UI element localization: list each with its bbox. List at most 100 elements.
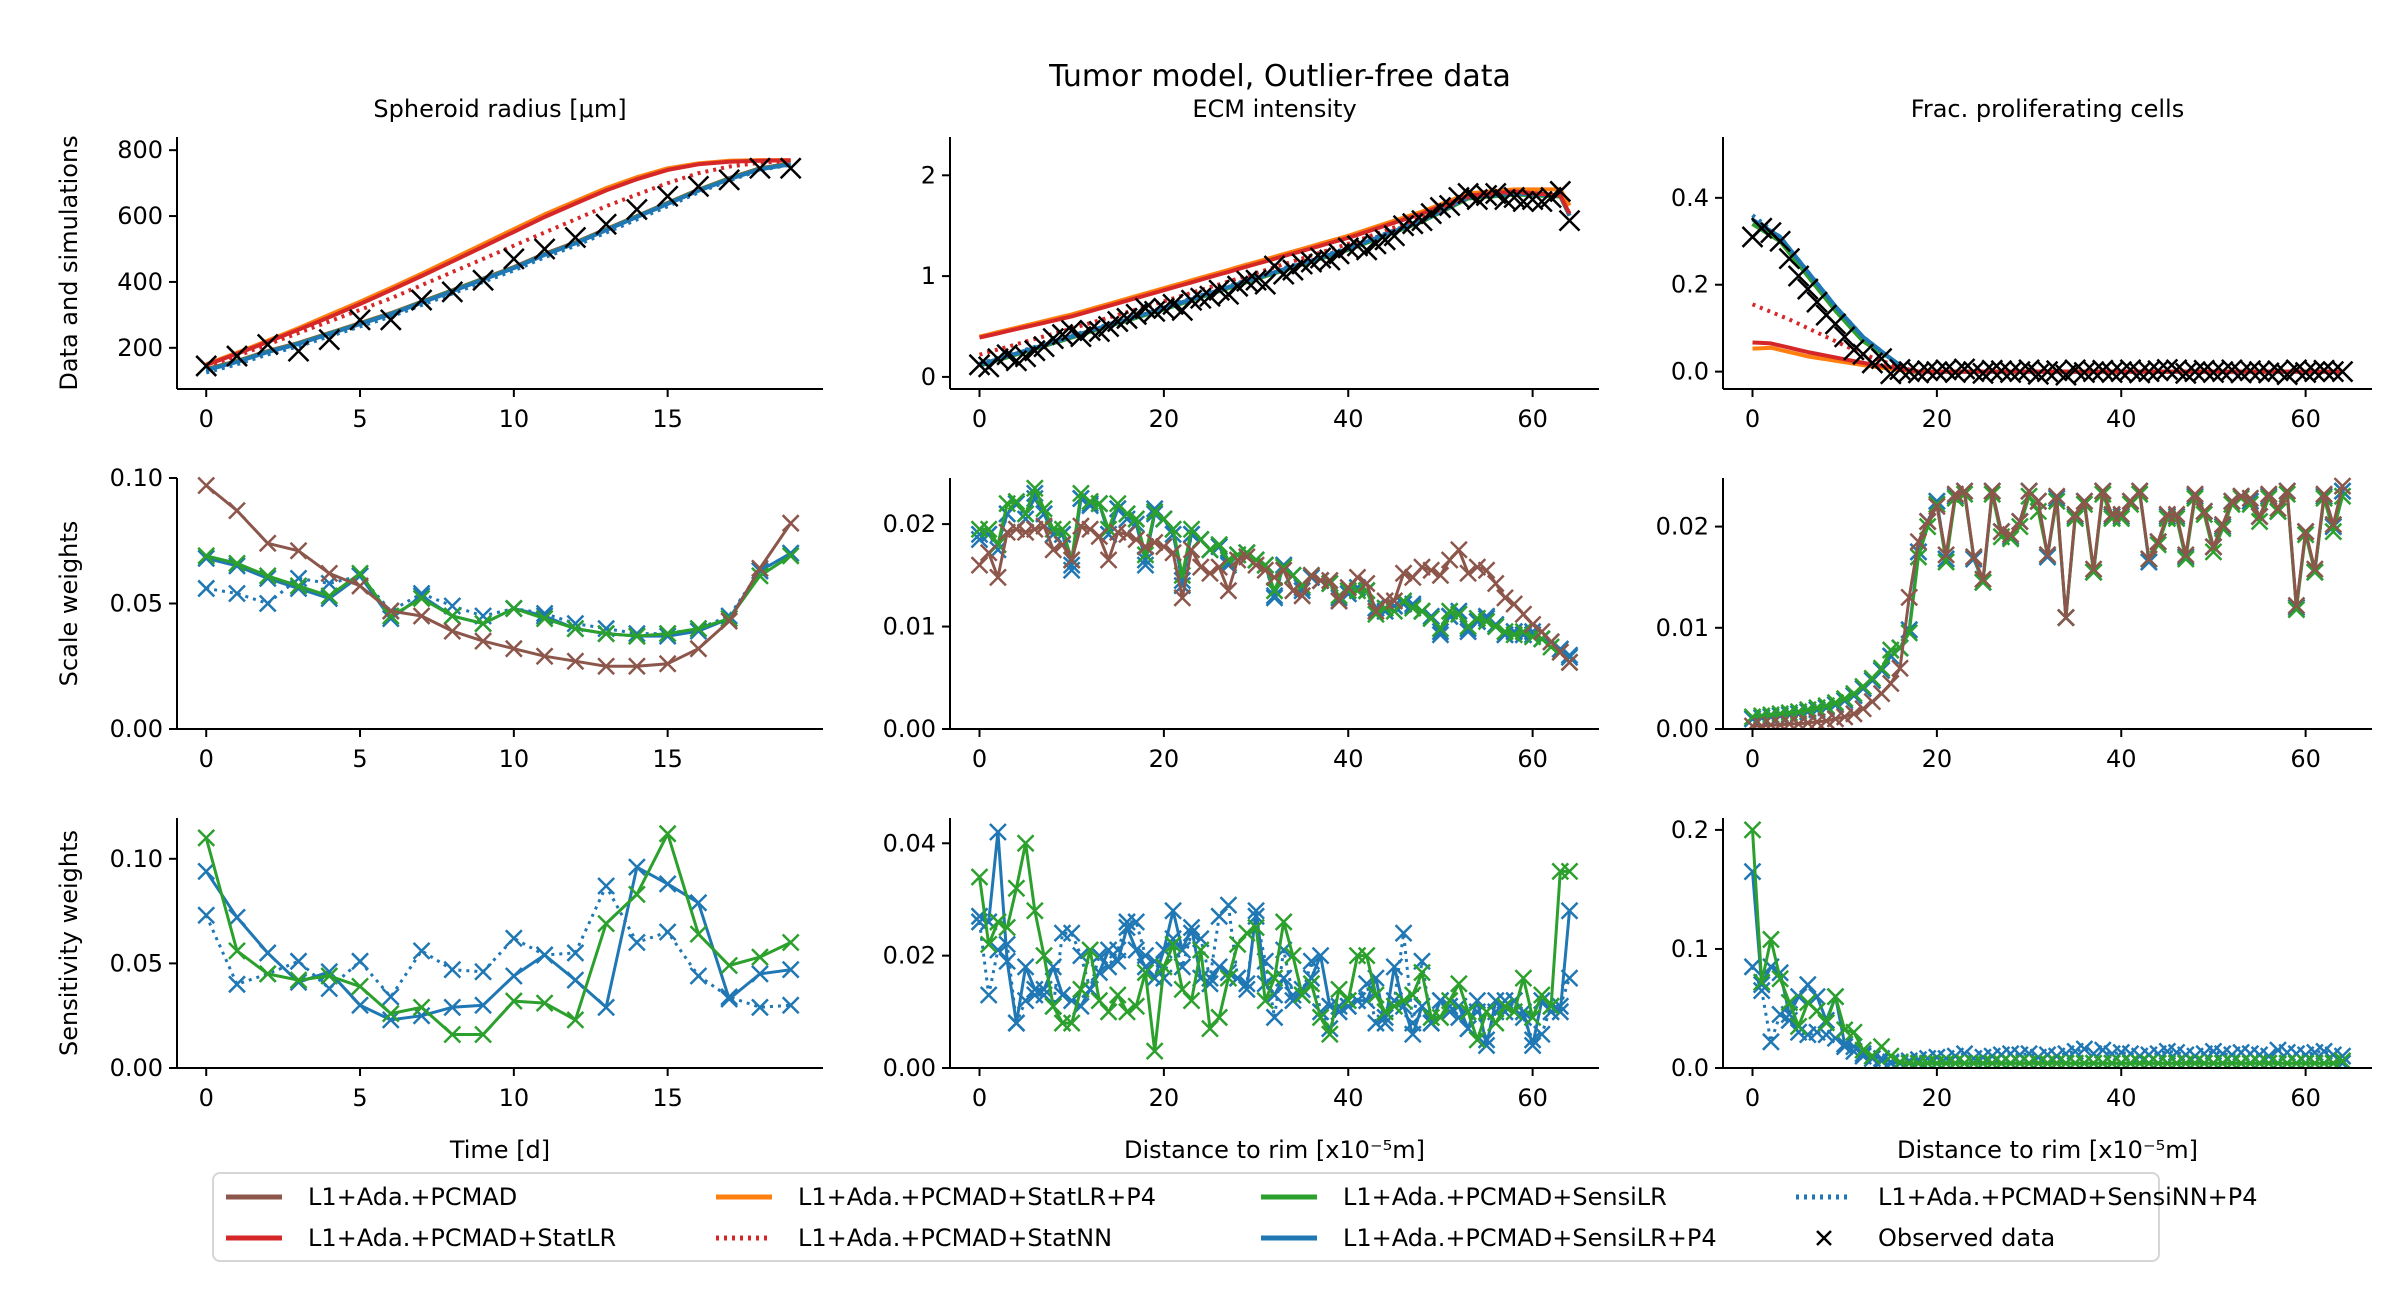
x-tick-label: 10: [499, 745, 530, 773]
data-point-marker: [228, 584, 246, 603]
data-point-marker: [751, 567, 769, 585]
data-point-marker: [412, 998, 431, 1017]
data-point-marker: [1752, 981, 1771, 1000]
data-point-marker: [1927, 495, 1946, 514]
data-point-marker: [1007, 492, 1026, 511]
data-point-marker: [1256, 561, 1275, 580]
series-line: [205, 158, 791, 367]
data-point-marker: [1284, 581, 1302, 600]
data-point-marker: [1044, 997, 1063, 1016]
observed-data-marker: [1457, 182, 1479, 205]
observed-data-marker: [1291, 253, 1314, 275]
x-tick-label: 40: [1333, 1084, 1364, 1112]
observed-data-marker: [2303, 360, 2326, 383]
y-tick-label: 200: [117, 334, 163, 362]
data-point-marker: [289, 952, 308, 971]
data-point-marker: [1413, 963, 1431, 982]
panel-r3c1: Sensitivity weights Time [d] 0.00 0.05 0.10 0…: [55, 818, 823, 1164]
series-group: [1741, 213, 2354, 386]
data-point-marker: [1053, 520, 1072, 539]
data-point-marker: [998, 952, 1017, 971]
data-point-marker: [1881, 1047, 1900, 1065]
data-point-marker: [1468, 1031, 1487, 1049]
series-group: [970, 479, 1579, 672]
x-tick-label: 40: [2106, 1084, 2137, 1112]
data-point-marker: [979, 935, 998, 954]
line-swatch-icon: [1259, 1182, 1319, 1212]
data-point-marker: [1016, 834, 1035, 853]
observed-data-marker: [2174, 362, 2197, 385]
x-tick-label: 0: [199, 405, 214, 433]
y-axis-label: Scale weights: [55, 521, 83, 687]
data-point-marker: [1964, 548, 1983, 566]
observed-data-marker: [2294, 361, 2317, 384]
data-point-marker: [1164, 520, 1182, 539]
data-point-marker: [1514, 969, 1533, 987]
data-point-marker: [1274, 561, 1293, 580]
data-point-marker: [658, 627, 677, 646]
data-point-marker: [1845, 1023, 1863, 1042]
data-point-marker: [1449, 605, 1468, 624]
data-point-marker: [1385, 592, 1404, 610]
data-point-marker: [381, 987, 400, 1006]
data-point-marker: [1219, 896, 1238, 914]
observed-data-marker: [2239, 359, 2262, 382]
data-point-marker: [535, 946, 554, 964]
observed-data-marker: [1318, 249, 1341, 271]
observed-data-marker: [996, 343, 1019, 366]
observed-data-marker: [2128, 362, 2151, 384]
observed-data-marker: [1060, 319, 1083, 342]
data-point-marker: [1237, 924, 1256, 943]
data-point-marker: [2296, 522, 2315, 541]
data-point-marker: [658, 624, 677, 643]
data-point-marker: [597, 877, 616, 895]
data-point-marker: [2204, 537, 2223, 556]
panel-title: ECM intensity: [1192, 95, 1356, 123]
x-tick-label: 60: [2290, 405, 2321, 433]
data-point-marker: [1099, 551, 1118, 569]
data-point-marker: [504, 639, 523, 658]
series-line: [205, 484, 792, 668]
data-point-marker: [2130, 482, 2149, 501]
data-point-marker: [1752, 975, 1771, 994]
observed-data-marker: [1889, 358, 1911, 381]
legend-item: Observed data: [1794, 1223, 2055, 1253]
observed-data-marker: [1549, 180, 1572, 203]
observed-data-marker: [2257, 362, 2280, 384]
observed-data-marker: [1540, 186, 1562, 209]
data-point-marker: [1127, 510, 1146, 528]
data-point-marker: [381, 602, 400, 620]
data-point-marker: [1007, 1014, 1026, 1032]
data-point-marker: [1983, 482, 2002, 501]
data-point-marker: [2259, 1047, 2278, 1065]
data-point-marker: [2305, 563, 2324, 582]
data-point-marker: [1891, 659, 1909, 678]
data-point-marker: [1440, 991, 1459, 1010]
observed-data-marker: [2211, 360, 2234, 383]
panel-r2c2: 0.00 0.01 0.02 0 20 40 60: [883, 478, 1599, 773]
data-point-marker: [474, 1025, 492, 1044]
data-point-marker: [228, 975, 246, 994]
data-point-marker: [1367, 986, 1385, 1004]
observed-data-marker: [1907, 362, 1930, 384]
data-point-marker: [1477, 1002, 1496, 1021]
data-point-marker: [1798, 975, 1817, 994]
data-point-marker: [1228, 969, 1247, 987]
data-point-marker: [658, 923, 677, 941]
data-point-marker: [1357, 574, 1376, 593]
series-group: [197, 824, 800, 1044]
data-point-marker: [1422, 561, 1441, 580]
legend-item: L1+Ada.+PCMAD+SensiLR+P4: [1259, 1223, 1717, 1253]
data-point-marker: [628, 624, 646, 643]
data-point-marker: [2222, 492, 2241, 511]
data-point-marker: [2287, 596, 2306, 615]
observed-data-marker: [1475, 184, 1498, 207]
data-point-marker: [1560, 648, 1579, 667]
data-point-marker: [1854, 1041, 1873, 1060]
data-point-marker: [1127, 997, 1146, 1016]
data-point-marker: [2010, 512, 2029, 531]
data-point-marker: [1118, 525, 1136, 544]
data-point-marker: [1486, 617, 1505, 636]
observed-data-marker: [687, 175, 710, 198]
data-point-marker: [1210, 957, 1229, 976]
